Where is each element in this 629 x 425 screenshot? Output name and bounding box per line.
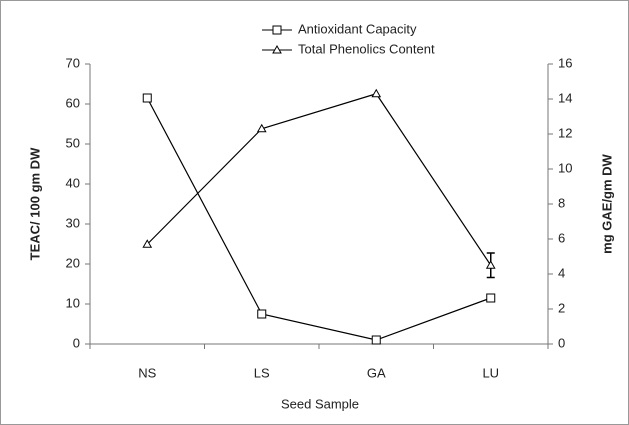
- y2-tick-label: 14: [558, 90, 572, 105]
- legend-label: Antioxidant Capacity: [298, 21, 417, 36]
- y2-tick-label: 4: [558, 265, 565, 280]
- x-tick-label: GA: [367, 365, 386, 380]
- y-tick-label: 30: [66, 215, 80, 230]
- marker: [485, 260, 496, 269]
- y-tick-label: 0: [73, 335, 80, 350]
- y2-tick-label: 2: [558, 300, 565, 315]
- y2-tick-label: 6: [558, 230, 565, 245]
- marker: [257, 309, 267, 319]
- series-line: [146, 97, 491, 341]
- y-tick-label: 40: [66, 175, 80, 190]
- x-tick-label: NS: [138, 365, 156, 380]
- marker: [272, 25, 282, 35]
- marker: [371, 335, 381, 345]
- x-tick-label: LU: [482, 365, 499, 380]
- y-tick-label: 70: [66, 55, 80, 70]
- x-tick-label: LS: [254, 365, 270, 380]
- x-axis-label: Seed Sample: [281, 396, 359, 411]
- y2-axis-label: mg GAE/gm DW: [599, 153, 614, 253]
- legend-label: Total Phenolics Content: [298, 41, 435, 56]
- y2-tick-label: 8: [558, 195, 565, 210]
- y-tick-label: 10: [66, 295, 80, 310]
- y-tick-label: 60: [66, 95, 80, 110]
- y2-tick-label: 16: [558, 55, 572, 70]
- marker: [256, 123, 267, 133]
- marker: [142, 93, 152, 103]
- y2-tick-label: 0: [558, 335, 565, 350]
- y-axis-label: TEAC/ 100 gm DW: [27, 147, 42, 260]
- series-line: [146, 93, 492, 266]
- marker: [272, 44, 282, 54]
- marker: [142, 239, 153, 248]
- marker: [371, 88, 382, 98]
- y2-tick-label: 10: [558, 160, 572, 175]
- marker: [486, 293, 496, 303]
- y-tick-label: 20: [66, 255, 80, 270]
- y2-tick-label: 12: [558, 125, 572, 140]
- y-tick-label: 50: [66, 135, 80, 150]
